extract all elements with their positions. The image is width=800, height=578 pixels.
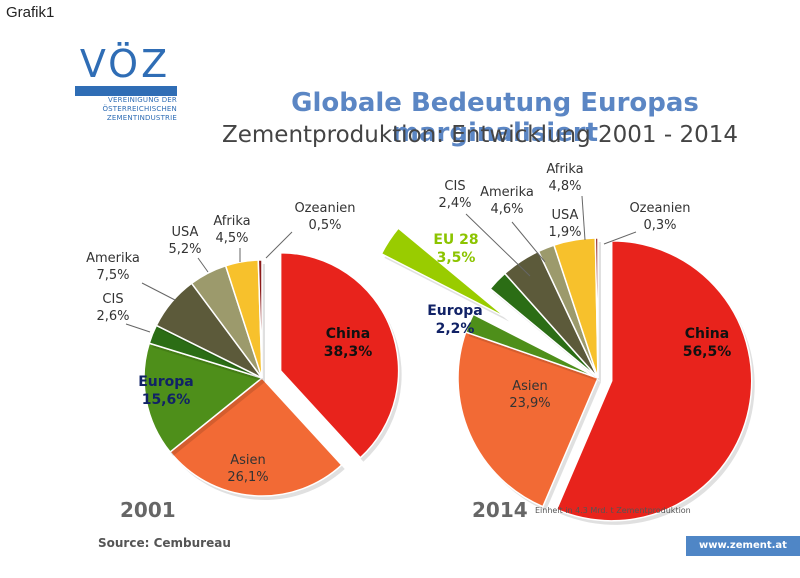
slice-name-cis: CIS [444, 179, 465, 194]
slice-value-afrika: 4,8% [548, 179, 581, 194]
unit-note: Einheit in 4.3 Mrd. t Zementproduktion [535, 506, 691, 515]
slice-value-europa: 15,6% [142, 392, 191, 408]
page-subtitle: Zementproduktion: Entwicklung 2001 - 201… [221, 122, 739, 148]
slice-name-asien: Asien [512, 379, 548, 394]
slice-value-amerika: 7,5% [96, 268, 129, 283]
logo-line-2: ÖSTERREICHISCHEN [102, 105, 177, 113]
slice-value-amerika: 4,6% [490, 202, 523, 217]
slice-name-asien: Asien [230, 453, 266, 468]
leader-line-ozeanien [265, 231, 293, 259]
leader-line-amerika [511, 221, 546, 263]
pie-slice-asien [457, 331, 600, 508]
leader-line-amerika [141, 282, 176, 301]
slice-name-eu-28: EU 28 [433, 232, 478, 248]
pie-slice-eu-28 [380, 227, 507, 319]
slice-name-afrika: Afrika [213, 214, 250, 229]
leader-line-cis [465, 213, 531, 277]
slice-name-china: China [326, 326, 370, 342]
pie-slice-ozeanien [257, 259, 263, 379]
slice-name-usa: USA [172, 225, 199, 240]
pie-slice-europa [464, 313, 599, 379]
voz-logo: VÖZ VEREINIGUNG DER ÖSTERREICHISCHEN ZEM… [75, 44, 185, 123]
pie-slice-ozeanien [594, 237, 599, 379]
pie-slice-asien [169, 376, 343, 497]
slice-value-usa: 5,2% [168, 242, 201, 257]
slice-shadow-ozeanien [598, 242, 601, 382]
slice-name-usa: USA [552, 208, 579, 223]
year-label-2014: 2014 [472, 498, 528, 522]
pie-chart-2014: China 56,5% Asien 23,9% Europa 2,2% EU 28 3,5% C… [380, 162, 755, 525]
slice-value-ozeanien: 0,3% [643, 218, 676, 233]
leader-line-cis [125, 323, 151, 333]
logo-line-3: ZEMENTINDUSTRIE [106, 114, 177, 122]
slice-name-china: China [685, 326, 729, 342]
slice-value-cis: 2,6% [96, 309, 129, 324]
slice-value-china: 56,5% [683, 344, 732, 360]
pie-slice-china [555, 240, 753, 522]
grafik-label: Grafik1 [6, 4, 55, 21]
slice-value-afrika: 4,5% [215, 231, 248, 246]
leader-line-afrika [581, 195, 586, 241]
pie-slice-europa [143, 342, 264, 454]
slice-name-afrika: Afrika [546, 162, 583, 177]
slice-name-europa: Europa [427, 303, 483, 319]
pie-chart-2001: China 38,3% Asien 26,1% Europa 15,6% CIS 2,6% Am… [86, 201, 402, 500]
slice-value-asien: 26,1% [227, 470, 268, 485]
slice-name-amerika: Amerika [86, 251, 140, 266]
slice-value-europa: 2,2% [436, 321, 475, 337]
slice-name-cis: CIS [102, 292, 123, 307]
leader-line-ozeanien [603, 231, 637, 245]
slice-value-eu-28: 3,5% [437, 250, 476, 266]
slice-name-ozeanien: Ozeanien [294, 201, 355, 216]
slice-name-amerika: Amerika [480, 185, 534, 200]
source-note: Source: Cembureau [98, 536, 231, 550]
logo-line-1: VEREINIGUNG DER [108, 96, 177, 104]
slice-name-ozeanien: Ozeanien [629, 201, 690, 216]
logo-bar [75, 86, 177, 96]
slice-value-cis: 2,4% [438, 196, 471, 211]
slice-value-asien: 23,9% [509, 396, 550, 411]
year-label-2001: 2001 [120, 498, 176, 522]
pie-slice-china [279, 251, 400, 459]
logo-word: VÖZ [79, 42, 171, 86]
slice-value-ozeanien: 0,5% [308, 218, 341, 233]
leader-line-usa [197, 257, 209, 273]
website-link[interactable]: www.zement.at [686, 536, 800, 556]
slice-value-china: 38,3% [324, 344, 373, 360]
slice-name-europa: Europa [138, 374, 194, 390]
page-title: Globale Bedeutung Europas marginalisiert [291, 88, 699, 148]
slice-value-usa: 1,9% [548, 225, 581, 240]
